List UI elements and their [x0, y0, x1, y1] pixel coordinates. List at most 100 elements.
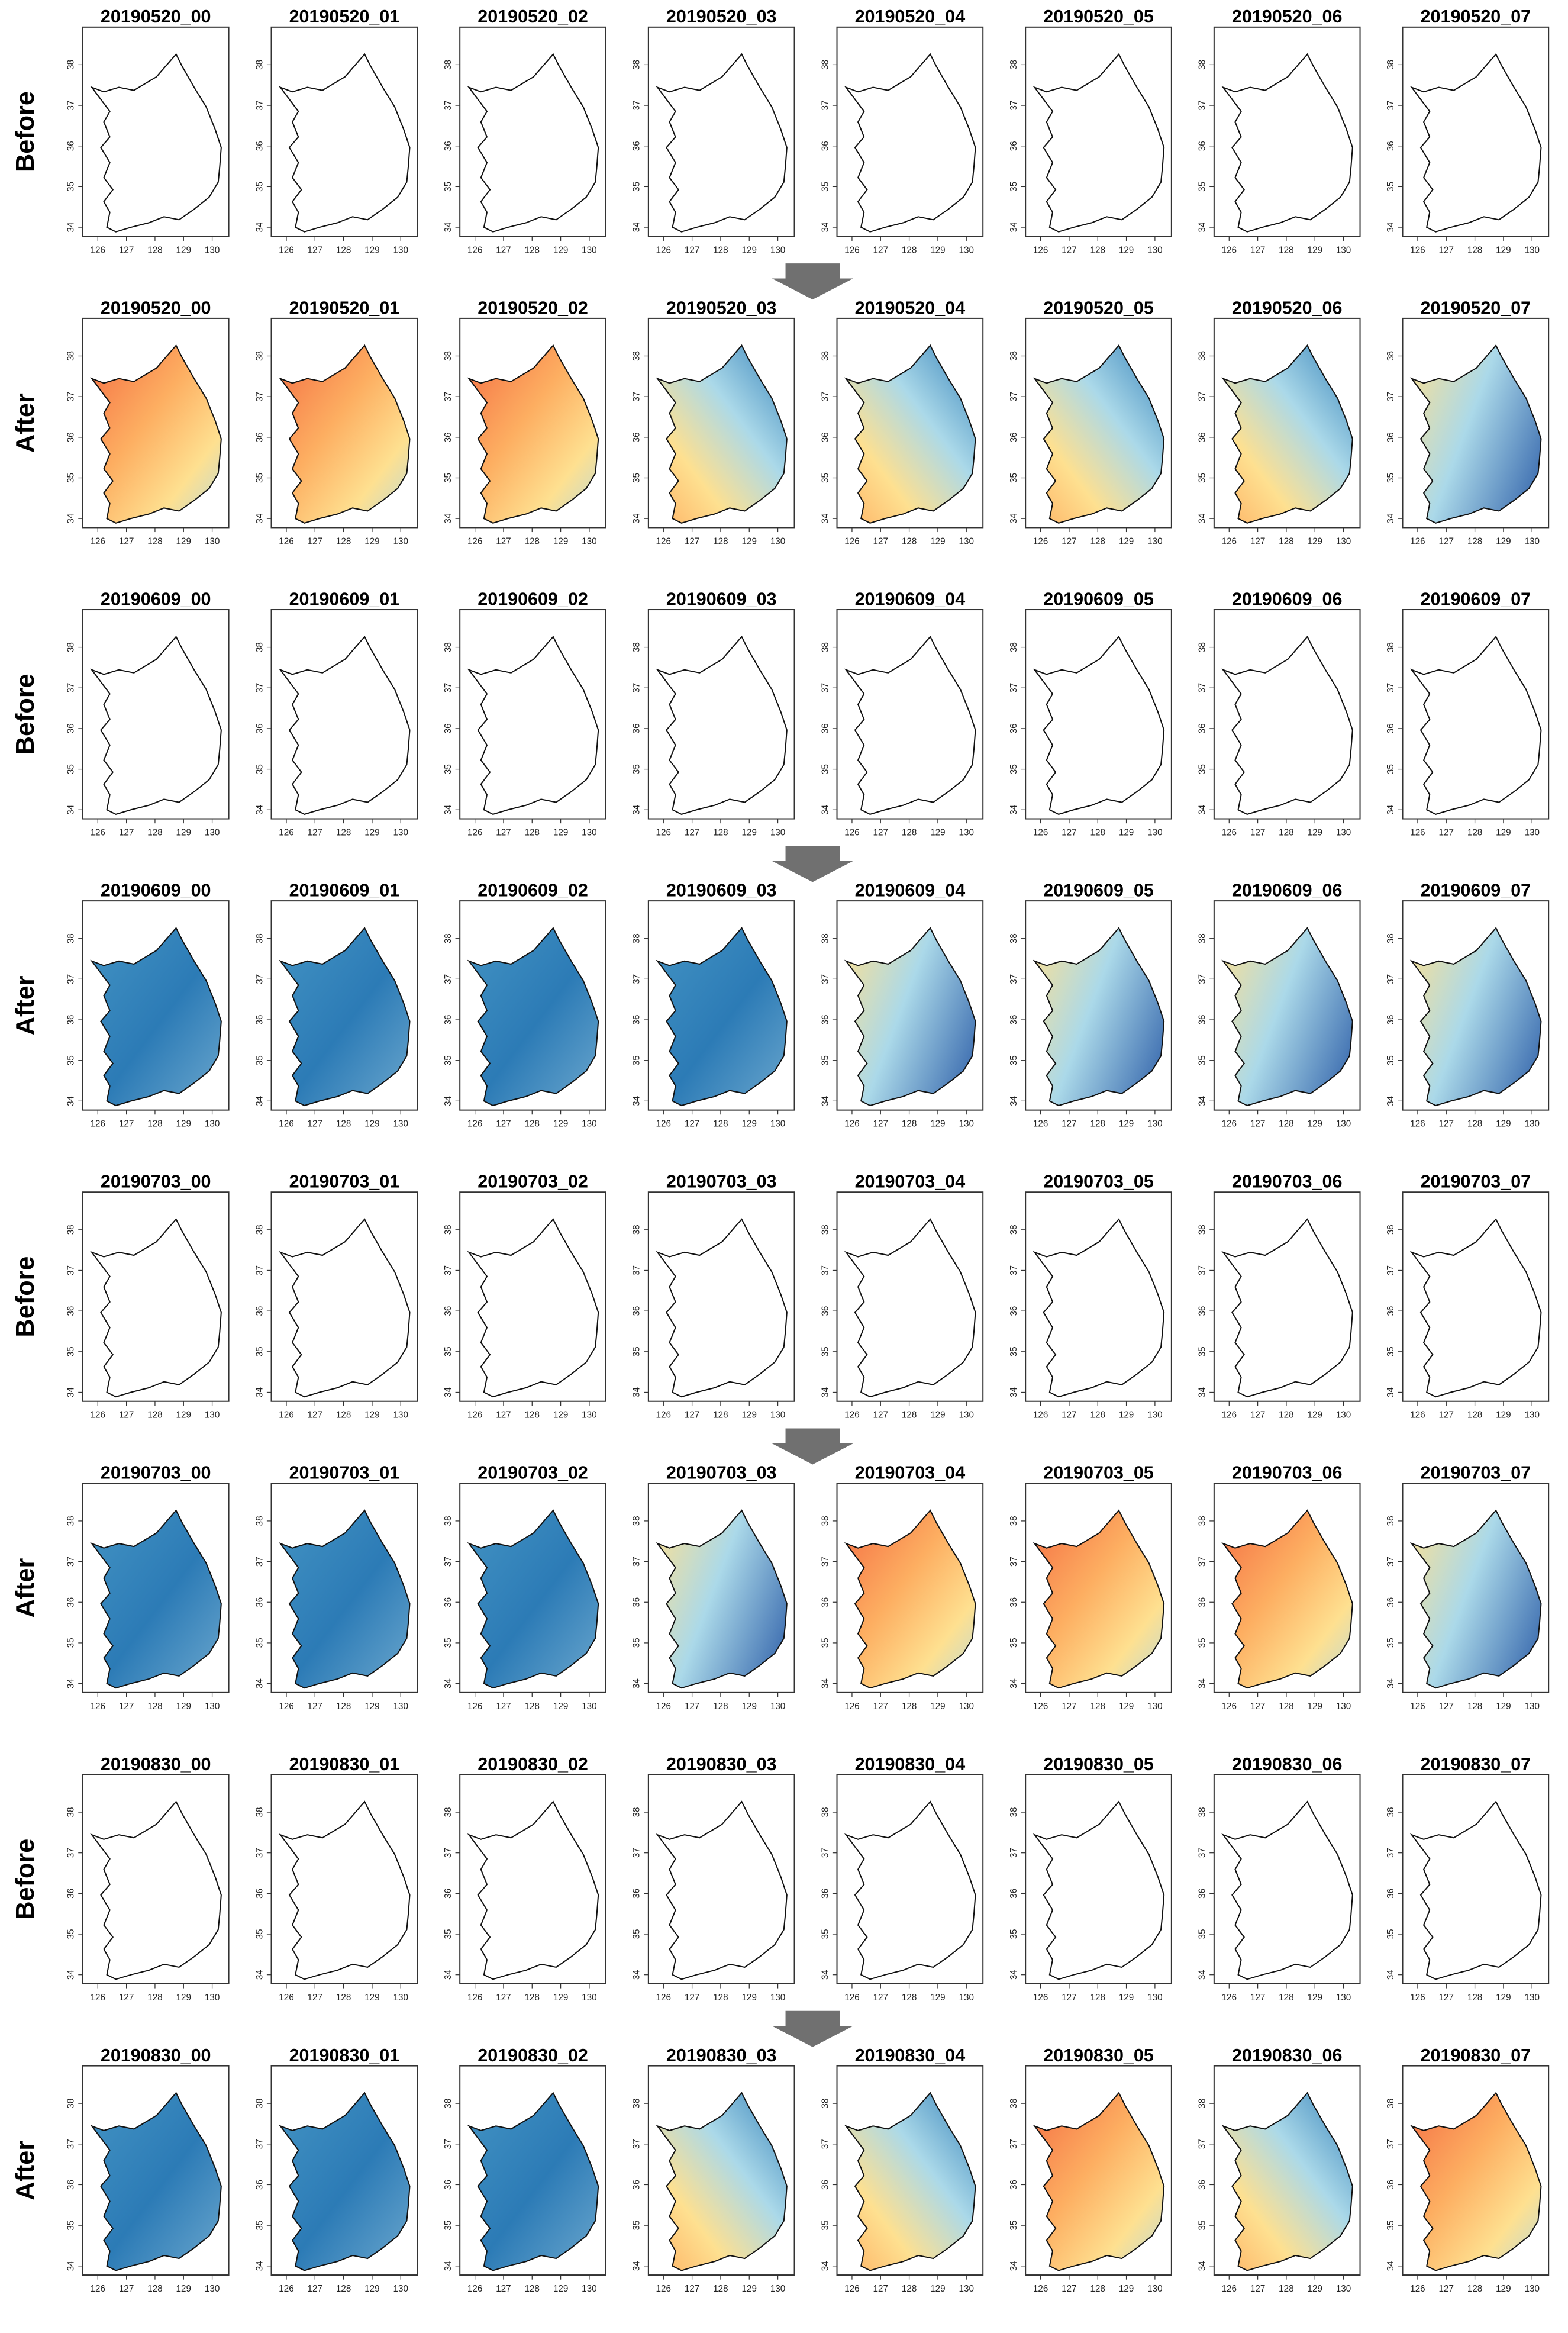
korea-map	[279, 1800, 411, 1980]
korea-map	[91, 344, 222, 524]
y-tick-label: 36	[820, 2180, 830, 2190]
panel-title: 20190520_07	[1421, 7, 1531, 27]
coastline	[91, 1218, 222, 1398]
value-fill	[469, 927, 599, 1106]
y-tick-label: 37	[254, 974, 264, 984]
x-tick-label: 128	[1090, 2284, 1105, 2294]
x-tick-label: 126	[279, 1119, 293, 1129]
y-tick-label: 38	[254, 1516, 264, 1526]
x-tick-label: 130	[1524, 2284, 1539, 2294]
korea-map	[845, 1509, 976, 1689]
y-tick-label: 38	[254, 351, 264, 361]
x-tick-label: 128	[147, 1702, 162, 1712]
y-tick-label: 37	[254, 2139, 264, 2149]
coastline	[1034, 1800, 1165, 1980]
x-tick-label: 130	[959, 827, 974, 837]
x-tick-label: 126	[1033, 1119, 1048, 1129]
panel-title: 20190703_04	[855, 1172, 966, 1192]
korea-map	[1222, 636, 1354, 816]
korea-map	[91, 927, 222, 1107]
panel-frame	[270, 609, 418, 820]
y-tick-label: 35	[1009, 2221, 1019, 2231]
y-tick-label: 34	[1009, 513, 1019, 523]
x-tick-label: 129	[1119, 1993, 1134, 2003]
x-tick-label: 128	[1090, 536, 1105, 546]
y-tick-label: 37	[1386, 1265, 1396, 1275]
map-panel: 20190609_05 126 127 128 129 130 34 35 36 37 38	[1009, 880, 1172, 1129]
y-tick-label: 34	[820, 1970, 830, 1980]
y-tick-label: 34	[1198, 1387, 1208, 1397]
x-tick-label: 127	[1062, 827, 1076, 837]
x-tick-label: 126	[844, 245, 859, 255]
coastline	[1034, 53, 1165, 233]
korea-map	[279, 1509, 411, 1689]
y-tick-label: 37	[443, 1557, 453, 1567]
x-tick-label: 127	[308, 245, 322, 255]
y-tick-label: 35	[1386, 764, 1396, 774]
map-panel: 20190703_01 126 127 128 129 130 34 35 36 37 38	[254, 1463, 418, 1712]
coastline	[1222, 1800, 1354, 1980]
coastline	[279, 1800, 411, 1980]
transition-arrow	[772, 1428, 853, 1465]
value-field	[280, 927, 410, 1106]
korea-map	[279, 344, 411, 524]
korea-map	[845, 636, 976, 816]
panel-frame	[1213, 26, 1361, 237]
x-tick-label: 128	[336, 1702, 351, 1712]
x-tick-label: 128	[336, 827, 351, 837]
x-tick-label: 126	[1410, 1410, 1425, 1420]
map-panel: 20190609_06 126 127 128 129 130 34 35 36 37 38	[1198, 589, 1361, 837]
x-tick-label: 128	[902, 245, 917, 255]
y-tick-label: 35	[1009, 473, 1019, 483]
y-tick-label: 38	[632, 1516, 642, 1526]
x-tick-label: 126	[1222, 827, 1237, 837]
panel-frame	[1402, 26, 1550, 237]
map-panel: 20190830_04 126 127 128 129 130 34 35 36 37 38	[820, 2045, 984, 2294]
coastline	[1411, 636, 1542, 816]
y-tick-label: 38	[1009, 2099, 1019, 2109]
y-tick-label: 34	[66, 1095, 76, 1106]
x-tick-label: 128	[525, 536, 540, 546]
panel-frame	[270, 900, 418, 1111]
x-tick-label: 127	[496, 827, 511, 837]
y-tick-label: 35	[443, 1929, 453, 1939]
panel-frame	[1402, 900, 1550, 1111]
y-tick-label: 37	[1009, 974, 1019, 984]
korea-map	[1222, 1218, 1354, 1398]
x-tick-label: 126	[91, 2284, 105, 2294]
y-tick-label: 35	[1386, 473, 1396, 483]
panel-frame	[836, 26, 984, 237]
korea-map	[656, 1218, 788, 1398]
y-tick-label: 36	[66, 1597, 76, 1607]
y-tick-label: 35	[254, 1346, 264, 1356]
panel-frame	[459, 26, 606, 237]
y-tick-label: 38	[632, 2099, 642, 2109]
y-tick-label: 38	[1386, 60, 1396, 70]
x-tick-label: 128	[713, 827, 728, 837]
row-label: After	[11, 975, 40, 1035]
y-tick-label: 34	[443, 1970, 453, 1980]
panel-frame	[1213, 900, 1361, 1111]
x-tick-label: 126	[656, 245, 671, 255]
y-tick-label: 37	[443, 101, 453, 111]
x-tick-label: 130	[770, 1410, 785, 1420]
korea-map	[91, 1218, 222, 1398]
y-tick-label: 35	[254, 1638, 264, 1648]
x-tick-label: 128	[147, 1993, 162, 2003]
x-tick-label: 126	[1033, 1993, 1048, 2003]
korea-map	[1222, 927, 1354, 1107]
panel-frame	[1025, 1774, 1172, 1984]
panel-frame	[1402, 1191, 1550, 1402]
value-field	[1411, 1510, 1541, 1688]
y-tick-label: 36	[632, 1306, 642, 1316]
x-tick-label: 127	[496, 536, 511, 546]
y-tick-label: 36	[254, 1889, 264, 1899]
korea-map	[845, 1800, 976, 1980]
coastline	[656, 1218, 788, 1398]
x-tick-label: 129	[742, 1410, 757, 1420]
map-panel: 20190703_04 126 127 128 129 130 34 35 36 37 38	[820, 1463, 984, 1712]
row-label: Before	[11, 1256, 40, 1338]
x-tick-label: 130	[1524, 827, 1539, 837]
panel-frame	[459, 2065, 606, 2276]
y-tick-label: 36	[1009, 432, 1019, 442]
